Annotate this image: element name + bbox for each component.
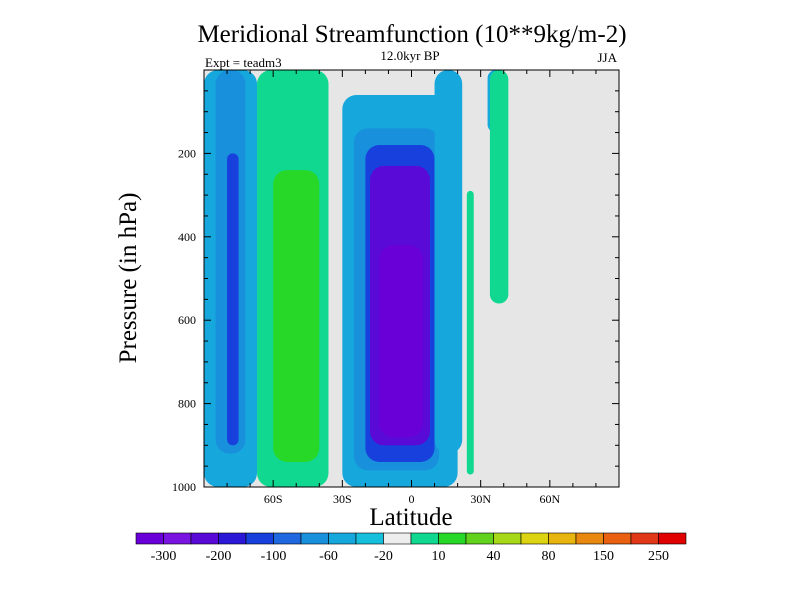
colorbar-swatch	[328, 532, 357, 545]
colorbar-swatch	[163, 532, 192, 545]
colorbar-label: -300	[151, 549, 177, 564]
colorbar-label: -20	[374, 549, 393, 564]
x-tick-label: 30N	[470, 492, 491, 506]
x-axis-title: Latitude	[369, 504, 452, 531]
colorbar-swatch	[355, 532, 384, 545]
contour-region-nh-midlat-positive-cell	[489, 70, 509, 304]
colorbar-swatch	[218, 532, 247, 545]
colorbar-label: -60	[319, 549, 338, 564]
chart-subtitle-season: JJA	[597, 50, 617, 65]
colorbar-swatch	[300, 532, 329, 545]
colorbar-swatch	[630, 532, 659, 545]
y-tick-label: 200	[178, 146, 196, 160]
colorbar-label: 80	[542, 549, 556, 564]
colorbar-label: 10	[432, 549, 446, 564]
chart-subtitle-period: 12.0kyr BP	[380, 48, 439, 63]
colorbar-swatch	[190, 532, 219, 545]
colorbar-swatch	[383, 532, 412, 545]
colorbar-swatch	[135, 532, 164, 545]
colorbar-swatch	[273, 532, 302, 545]
x-tick-label: 30S	[333, 492, 352, 506]
chart-title: Meridional Streamfunction (10**9kg/m-2)	[197, 21, 626, 48]
colorbar-label: 150	[593, 549, 614, 564]
contour-region-sh-ferrel-cell-inner	[273, 170, 320, 462]
colorbar-label: 40	[487, 549, 501, 564]
plot-area	[203, 69, 620, 488]
y-axis: 200 400 600 800 1000	[172, 90, 619, 494]
colorbar-swatch	[465, 532, 494, 545]
y-tick-label: 800	[178, 397, 196, 411]
x-tick-label: 0	[409, 492, 415, 506]
x-axis: 60S 30S 0 30N 60N	[226, 70, 597, 506]
colorbar-label: -100	[261, 549, 287, 564]
colorbar-swatch	[438, 532, 467, 545]
x-tick-label: 60N	[539, 492, 560, 506]
contour-region-nh-thin-positive-cell	[466, 190, 474, 475]
x-tick-label: 60S	[264, 492, 283, 506]
colorbar: -300 -200 -100 -60 -20 10 40 80 150 250	[135, 532, 687, 564]
contour-region-hadley-cell-core	[379, 245, 424, 437]
colorbar-swatch	[410, 532, 439, 545]
colorbar-swatch	[548, 532, 577, 545]
y-axis-title: Pressure (in hPa)	[115, 193, 142, 364]
y-tick-label: 400	[178, 230, 196, 244]
colorbar-swatch	[493, 532, 522, 545]
y-tick-label: 1000	[172, 480, 196, 494]
colorbar-label: 250	[648, 549, 669, 564]
colorbar-swatch	[658, 532, 687, 545]
colorbar-swatch	[603, 532, 632, 545]
contour-region-sh-polar-cell-inner	[227, 153, 239, 446]
y-tick-label: 600	[178, 313, 196, 327]
colorbar-label: -200	[206, 549, 232, 564]
contour-region-nh-subtropical-cell	[434, 70, 463, 454]
chart-subtitle-experiment: Expt = teadm3	[205, 55, 282, 70]
colorbar-swatch	[520, 532, 549, 545]
colorbar-swatch	[575, 532, 604, 545]
colorbar-swatch	[245, 532, 274, 545]
